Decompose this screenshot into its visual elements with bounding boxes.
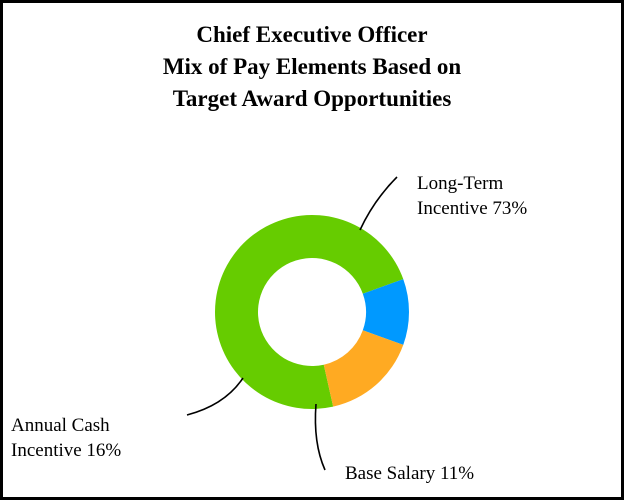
- title-line: Target Award Opportunities: [172, 86, 452, 111]
- slice-annual-cash-incentive: [323, 330, 404, 407]
- title-line: Mix of Pay Elements Based on: [162, 54, 462, 79]
- chart-title: Chief Executive Officer Mix of Pay Eleme…: [3, 19, 621, 115]
- label-line: Base Salary 11%: [345, 463, 475, 484]
- title-line: Chief Executive Officer: [196, 22, 428, 47]
- slice-label-base-salary: Base Salary 11%: [345, 461, 474, 486]
- label-line: Incentive 73%: [417, 198, 528, 219]
- leader-line-base-salary: [314, 403, 326, 471]
- slice-label-annual-cash-incentive: Annual Cash Incentive 16%: [11, 413, 121, 463]
- label-line: Long-Term: [417, 173, 504, 194]
- label-line: Annual Cash: [11, 415, 110, 436]
- slice-long-term-incentive: [215, 214, 404, 409]
- label-line: Incentive 16%: [11, 440, 122, 461]
- leader-line-long-term-incentive: [359, 176, 398, 231]
- leader-line-annual-cash-incentive: [186, 377, 244, 416]
- slice-label-long-term-incentive: Long-Term Incentive 73%: [417, 171, 527, 221]
- donut-chart: [186, 176, 409, 471]
- slice-base-salary: [362, 279, 409, 345]
